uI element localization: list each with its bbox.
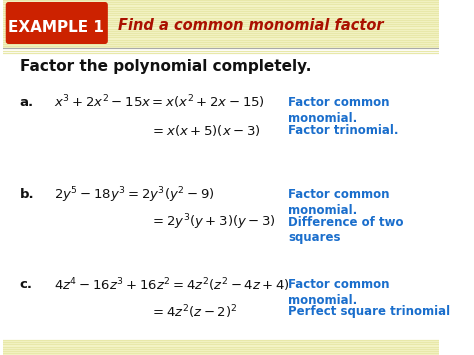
Text: Factor common: Factor common bbox=[288, 95, 390, 109]
Bar bbox=[3, 340, 439, 355]
Text: monomial.: monomial. bbox=[288, 204, 357, 218]
Text: $= 2y^3(y + 3)(y - 3)$: $= 2y^3(y + 3)(y - 3)$ bbox=[150, 212, 276, 232]
Text: Factor common: Factor common bbox=[288, 189, 390, 202]
Text: $x^3 + 2x^2 - 15x = x(x^2 + 2x - 15)$: $x^3 + 2x^2 - 15x = x(x^2 + 2x - 15)$ bbox=[54, 93, 264, 111]
Text: EXAMPLE 1: EXAMPLE 1 bbox=[9, 20, 104, 34]
Text: Factor trinomial.: Factor trinomial. bbox=[288, 124, 399, 137]
Text: $2y^5 - 18y^3 = 2y^3(y^2 - 9)$: $2y^5 - 18y^3 = 2y^3(y^2 - 9)$ bbox=[54, 185, 214, 205]
Text: Factor common: Factor common bbox=[288, 279, 390, 291]
Text: $4z^4 - 16z^3 + 16z^2 = 4z^2(z^2 - 4z + 4)$: $4z^4 - 16z^3 + 16z^2 = 4z^2(z^2 - 4z + … bbox=[54, 276, 289, 294]
Text: Find a common monomial factor: Find a common monomial factor bbox=[118, 18, 383, 33]
Text: monomial.: monomial. bbox=[288, 295, 357, 307]
Text: Difference of two: Difference of two bbox=[288, 215, 404, 229]
Text: monomial.: monomial. bbox=[288, 111, 357, 125]
Text: $= 4z^2(z - 2)^2$: $= 4z^2(z - 2)^2$ bbox=[150, 303, 237, 321]
Text: squares: squares bbox=[288, 231, 341, 245]
FancyBboxPatch shape bbox=[6, 2, 108, 44]
Bar bbox=[3, 0, 439, 48]
Text: b.: b. bbox=[19, 189, 34, 202]
Text: Perfect square trinomial: Perfect square trinomial bbox=[288, 306, 450, 318]
Text: $= x(x + 5)(x - 3)$: $= x(x + 5)(x - 3)$ bbox=[150, 122, 261, 137]
Text: a.: a. bbox=[19, 95, 34, 109]
Text: c.: c. bbox=[19, 279, 33, 291]
Text: Factor the polynomial completely.: Factor the polynomial completely. bbox=[19, 60, 311, 75]
